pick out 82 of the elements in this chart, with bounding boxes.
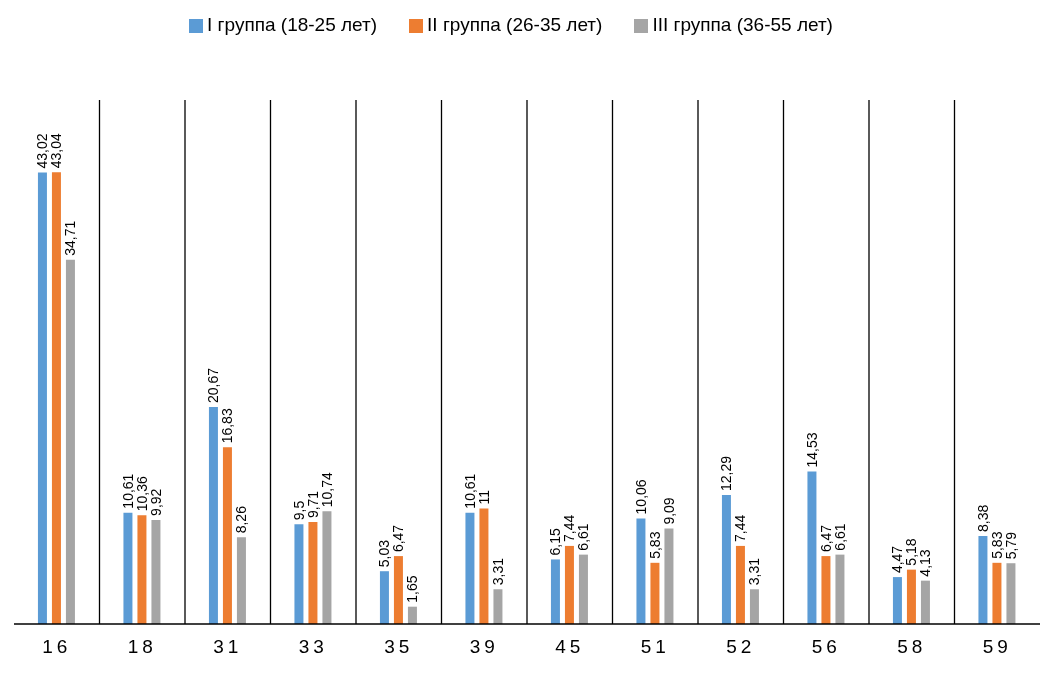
x-tick-label: 33 — [298, 636, 328, 658]
bar — [379, 571, 389, 624]
data-label: 8,38 — [974, 504, 991, 533]
data-label: 3,31 — [746, 557, 763, 586]
legend-label: I группа (18-25 лет) — [207, 14, 378, 35]
x-tick-label: 39 — [469, 636, 499, 658]
data-label: 43,02 — [34, 133, 51, 169]
x-tick-label: 45 — [555, 636, 585, 658]
bar — [322, 511, 332, 624]
bar — [465, 512, 475, 624]
bar — [920, 580, 930, 624]
data-label: 6,47 — [390, 524, 407, 553]
x-tick-label: 52 — [726, 636, 756, 658]
data-label: 10,61 — [119, 473, 136, 509]
data-label: 14,53 — [803, 432, 820, 468]
bar — [892, 577, 902, 624]
x-tick-label: 51 — [640, 636, 670, 658]
bar — [749, 589, 759, 624]
data-label: 10,06 — [632, 479, 649, 515]
x-tick-label: 35 — [384, 636, 414, 658]
bar — [550, 559, 560, 624]
bar — [37, 172, 47, 624]
bar — [835, 554, 845, 624]
data-label: 5,18 — [903, 538, 920, 566]
data-label: 6,47 — [817, 524, 834, 553]
x-tick-label: 58 — [897, 636, 927, 658]
bar — [735, 545, 745, 624]
data-label: 12,29 — [718, 455, 735, 492]
bar — [821, 556, 831, 624]
data-label: 43,04 — [48, 133, 65, 169]
bar — [294, 524, 304, 624]
legend-label: III группа (36-55 лет) — [652, 14, 833, 35]
data-label: 8,26 — [233, 505, 250, 534]
x-tick-label: 56 — [811, 636, 841, 658]
bar — [479, 508, 489, 624]
data-label: 10,74 — [318, 472, 335, 508]
data-label: 4,13 — [917, 549, 934, 577]
bar — [123, 512, 133, 624]
bar — [51, 172, 61, 624]
data-label: 1,65 — [404, 575, 421, 603]
bar — [906, 569, 916, 624]
data-label: 10,61 — [461, 473, 478, 509]
x-tick-label: 16 — [42, 636, 72, 658]
bar — [493, 589, 503, 624]
data-label: 7,44 — [732, 514, 749, 542]
bar — [1006, 563, 1016, 624]
bar — [151, 519, 161, 624]
bar — [407, 606, 417, 624]
data-label: 6,15 — [547, 527, 564, 556]
bar — [992, 562, 1002, 624]
bar — [137, 515, 147, 624]
data-label: 6,61 — [575, 523, 592, 551]
data-label: 5,03 — [376, 539, 393, 568]
x-tick-label: 18 — [127, 636, 157, 658]
data-label: 16,83 — [219, 408, 236, 444]
bar — [208, 407, 218, 624]
data-label: 5,83 — [988, 531, 1005, 559]
bar — [664, 528, 674, 624]
data-label: 9,5 — [290, 500, 307, 521]
bar — [978, 536, 988, 624]
bar — [721, 495, 731, 624]
data-label: 9,71 — [304, 490, 321, 519]
legend-label: II группа (26-35 лет) — [427, 14, 603, 35]
data-label: 20,67 — [205, 367, 222, 404]
bar — [807, 471, 817, 624]
bar — [578, 554, 588, 624]
data-label: 9,09 — [660, 497, 677, 525]
bar — [564, 545, 574, 624]
data-label: 4,47 — [889, 545, 906, 574]
data-label: 34,71 — [62, 220, 79, 256]
bar — [65, 259, 75, 624]
bar — [636, 518, 646, 624]
data-label: 5,83 — [646, 531, 663, 559]
bar — [308, 522, 318, 624]
bar — [236, 537, 246, 624]
bar — [650, 562, 660, 624]
bar — [393, 556, 403, 624]
bar — [222, 447, 232, 624]
x-tick-label: 59 — [982, 636, 1012, 658]
data-label: 3,31 — [489, 557, 506, 586]
x-tick-label: 31 — [213, 636, 243, 658]
data-label: 7,44 — [561, 514, 578, 542]
